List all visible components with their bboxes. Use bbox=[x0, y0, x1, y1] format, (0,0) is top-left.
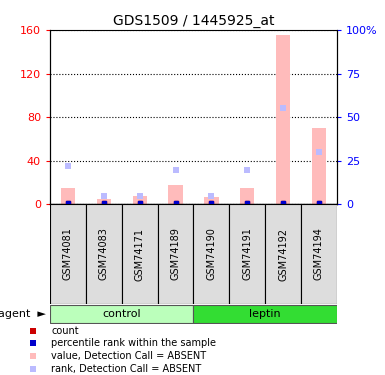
Bar bbox=[265, 204, 301, 304]
Text: GSM74083: GSM74083 bbox=[99, 228, 109, 280]
Bar bbox=[168, 185, 183, 204]
Text: GSM74171: GSM74171 bbox=[135, 228, 145, 280]
Bar bbox=[61, 188, 75, 204]
Bar bbox=[193, 204, 229, 304]
Bar bbox=[97, 199, 111, 204]
Text: control: control bbox=[102, 309, 141, 319]
Text: leptin: leptin bbox=[249, 309, 281, 319]
Bar bbox=[50, 204, 86, 304]
Text: rank, Detection Call = ABSENT: rank, Detection Call = ABSENT bbox=[51, 364, 201, 374]
Bar bbox=[240, 188, 254, 204]
Text: agent  ►: agent ► bbox=[0, 309, 46, 319]
Bar bbox=[229, 204, 265, 304]
Bar bbox=[132, 196, 147, 204]
Text: GSM74081: GSM74081 bbox=[63, 228, 73, 280]
Bar bbox=[301, 204, 337, 304]
Text: count: count bbox=[51, 326, 79, 336]
Bar bbox=[122, 204, 157, 304]
Text: GSM74191: GSM74191 bbox=[242, 228, 252, 280]
Bar bbox=[86, 204, 122, 304]
Text: GSM74192: GSM74192 bbox=[278, 228, 288, 280]
Text: value, Detection Call = ABSENT: value, Detection Call = ABSENT bbox=[51, 351, 206, 361]
Text: GSM74189: GSM74189 bbox=[171, 228, 181, 280]
Bar bbox=[204, 197, 219, 204]
Bar bbox=[157, 204, 194, 304]
Bar bbox=[312, 128, 326, 204]
Text: percentile rank within the sample: percentile rank within the sample bbox=[51, 338, 216, 348]
Text: GSM74190: GSM74190 bbox=[206, 228, 216, 280]
Bar bbox=[193, 305, 337, 323]
Bar bbox=[276, 36, 290, 204]
Text: GSM74194: GSM74194 bbox=[314, 228, 324, 280]
Bar bbox=[50, 305, 193, 323]
Title: GDS1509 / 1445925_at: GDS1509 / 1445925_at bbox=[113, 13, 274, 28]
